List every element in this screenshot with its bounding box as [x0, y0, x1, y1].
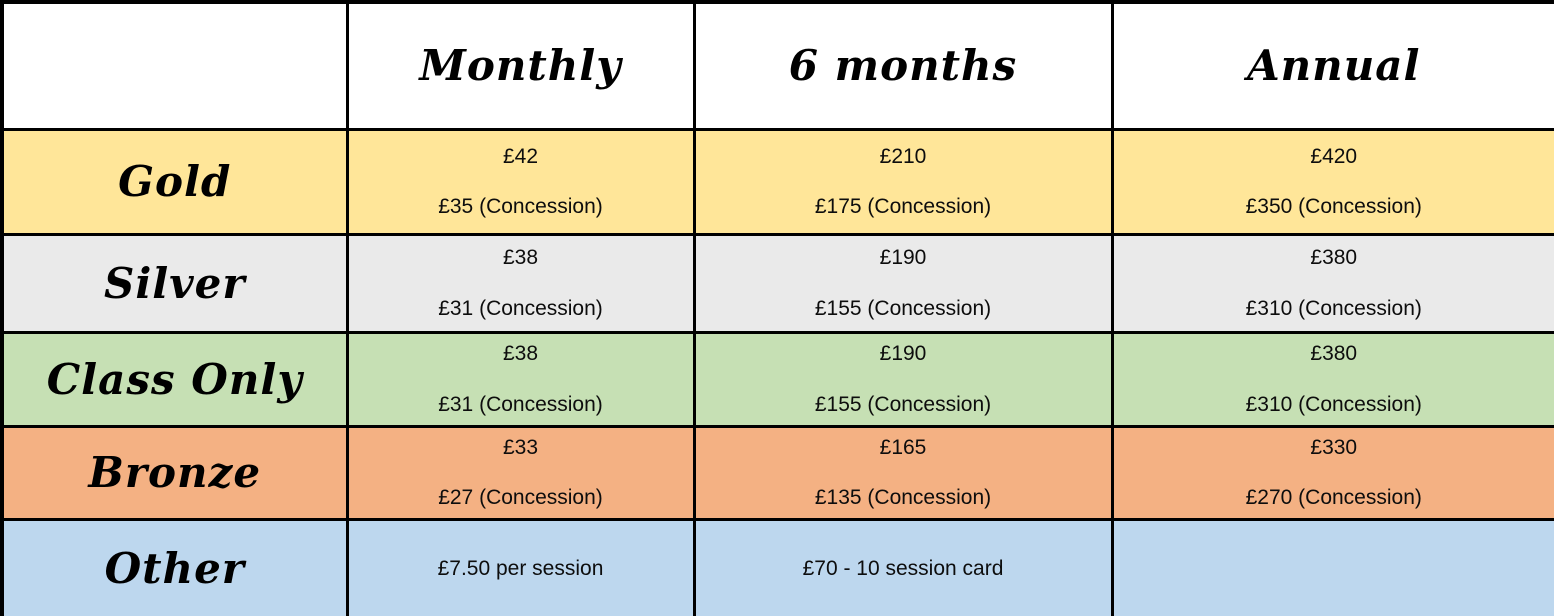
price-cell-class-only-annual: £380 £310 (Concession): [1110, 330, 1554, 428]
price-concession: £175 (Concession): [814, 195, 992, 218]
price-cell-silver-6-months: £190 £155 (Concession): [692, 232, 1114, 334]
price-main: £380: [1310, 246, 1358, 270]
row-label-bronze: Bronze: [0, 424, 349, 521]
price-concession: £31 (Concession): [438, 296, 603, 320]
row-label-silver: Silver: [0, 232, 349, 334]
row-label-class-only: Class Only: [0, 330, 349, 428]
price-cell-other-monthly: £7.50 per session: [345, 517, 696, 616]
price-concession: £35 (Concession): [438, 195, 603, 218]
column-header-monthly: Monthly: [345, 0, 696, 131]
price-cell-bronze-6-months: £165 £135 (Concession): [692, 424, 1114, 521]
price-cell-class-only-monthly: £38 £31 (Concession): [345, 330, 696, 428]
price-main: £38: [502, 342, 539, 366]
price-cell-class-only-6-months: £190 £155 (Concession): [692, 330, 1114, 428]
price-main: £190: [879, 246, 927, 270]
column-header-6-months: 6 months: [692, 0, 1114, 131]
price-cell-gold-6-months: £210 £175 (Concession): [692, 127, 1114, 236]
row-label-gold: Gold: [0, 127, 349, 236]
price-cell-other-6-months: £70 - 10 session card: [692, 517, 1114, 616]
price-concession: £27 (Concession): [438, 486, 603, 509]
price-concession: £31 (Concession): [438, 392, 603, 416]
price-concession: £135 (Concession): [814, 486, 992, 509]
price-concession: £155 (Concession): [814, 392, 992, 416]
price-cell-gold-annual: £420 £350 (Concession): [1110, 127, 1554, 236]
row-label-other: Other: [0, 517, 349, 616]
price-concession: £310 (Concession): [1245, 392, 1422, 416]
header-row: Monthly 6 months Annual: [0, 0, 1554, 131]
price-cell-bronze-annual: £330 £270 (Concession): [1110, 424, 1554, 521]
price-concession: £310 (Concession): [1245, 296, 1422, 320]
price-main: £330: [1310, 435, 1358, 459]
price-main: £70 - 10 session card: [802, 556, 1004, 580]
price-main: £210: [879, 144, 927, 168]
price-main: £165: [879, 435, 927, 459]
table-row-gold: Gold £42 £35 (Concession) £210 £175 (Con…: [0, 127, 1554, 236]
table-row-bronze: Bronze £33 £27 (Concession) £165 £135 (C…: [0, 424, 1554, 521]
price-main: £33: [502, 435, 539, 459]
price-cell-silver-monthly: £38 £31 (Concession): [345, 232, 696, 334]
corner-cell: [0, 0, 349, 131]
price-main: £380: [1310, 342, 1358, 366]
price-cell-gold-monthly: £42 £35 (Concession): [345, 127, 696, 236]
price-main: £7.50 per session: [437, 556, 604, 580]
table-row-silver: Silver £38 £31 (Concession) £190 £155 (C…: [0, 232, 1554, 334]
price-cell-bronze-monthly: £33 £27 (Concession): [345, 424, 696, 521]
column-header-annual: Annual: [1110, 0, 1554, 131]
price-main: £420: [1310, 144, 1358, 168]
price-concession: £270 (Concession): [1245, 486, 1422, 509]
price-main: £190: [879, 342, 927, 366]
table-row-class-only: Class Only £38 £31 (Concession) £190 £15…: [0, 330, 1554, 428]
table-row-other: Other £7.50 per session £70 - 10 session…: [0, 517, 1554, 616]
price-concession: £155 (Concession): [814, 296, 992, 320]
price-main: £42: [502, 144, 539, 168]
price-cell-silver-annual: £380 £310 (Concession): [1110, 232, 1554, 334]
price-concession: £350 (Concession): [1245, 195, 1422, 218]
price-main: £38: [502, 246, 539, 270]
price-cell-other-annual-empty: [1110, 517, 1554, 616]
